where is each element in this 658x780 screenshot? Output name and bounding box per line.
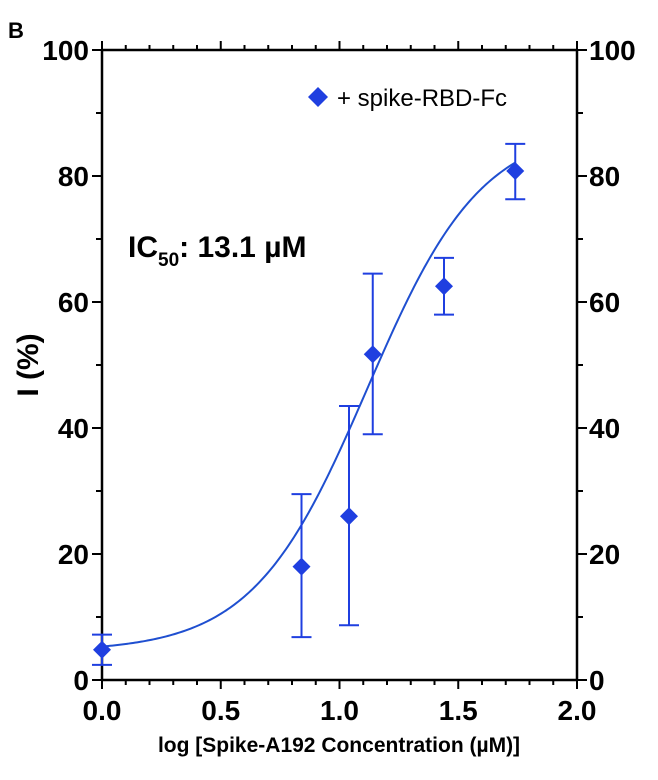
y-tick-label: 0 xyxy=(73,665,89,696)
fit-curve-group xyxy=(101,161,516,648)
data-point xyxy=(363,345,382,364)
legend-label: + spike-RBD-Fc xyxy=(337,85,507,112)
ic50-subscript: 50 xyxy=(158,250,179,271)
fit-curve xyxy=(101,161,516,648)
y-right-tick-label: 60 xyxy=(589,287,620,318)
data-points xyxy=(93,161,525,659)
y-right-tick-label: 100 xyxy=(589,35,636,66)
y-axis-label: I (%) xyxy=(12,333,45,396)
x-tick-label: 0.0 xyxy=(83,695,122,726)
x-axis-label: log [Spike-A192 Concentration (µM)] xyxy=(158,734,520,757)
ic50-prefix: IC xyxy=(128,231,158,264)
x-tick-label: 1.0 xyxy=(320,695,359,726)
y-tick-label: 40 xyxy=(58,413,89,444)
y-tick-label: 80 xyxy=(58,161,89,192)
y-right-tick-label: 80 xyxy=(589,161,620,192)
y-tick-label: 60 xyxy=(58,287,89,318)
data-point xyxy=(292,557,311,576)
ic50-value: : 13.1 µM xyxy=(179,231,306,264)
x-tick-label: 0.5 xyxy=(201,695,240,726)
data-point xyxy=(93,640,111,659)
panel-label: B xyxy=(8,18,24,43)
y-right-tick-label: 0 xyxy=(589,665,605,696)
x-tick-label: 2.0 xyxy=(558,695,597,726)
error-bars xyxy=(92,142,526,666)
data-point xyxy=(435,277,453,296)
x-tick-label: 1.5 xyxy=(439,695,478,726)
y-right-tick-label: 20 xyxy=(589,539,620,570)
legend-marker xyxy=(308,87,328,107)
legend: + spike-RBD-Fc xyxy=(308,85,507,112)
data-point xyxy=(506,161,525,180)
y-tick-label: 100 xyxy=(42,35,89,66)
data-point xyxy=(340,507,358,526)
ic50-annotation: IC50: 13.1 µM xyxy=(128,231,306,271)
y-tick-label: 20 xyxy=(58,539,89,570)
y-right-tick-label: 40 xyxy=(589,413,620,444)
